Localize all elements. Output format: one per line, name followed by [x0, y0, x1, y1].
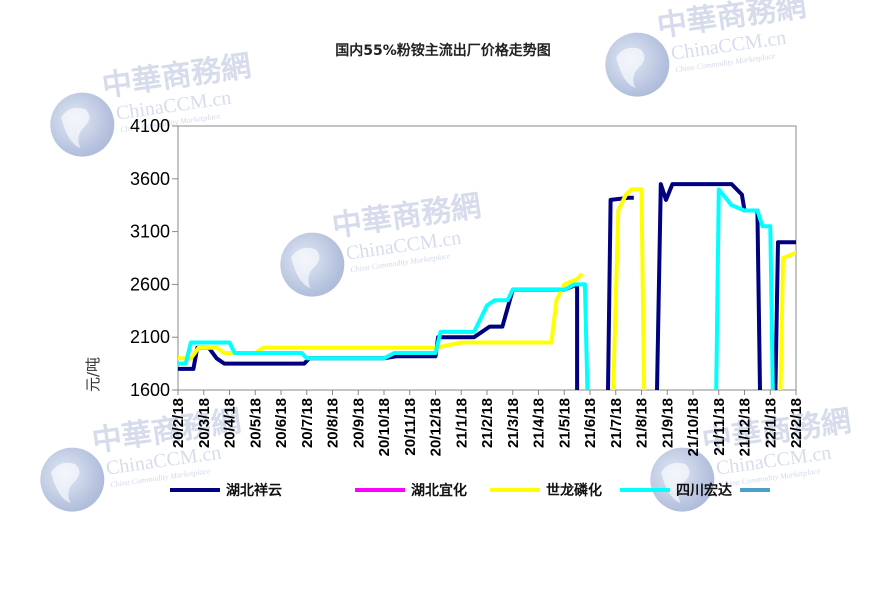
x-tick-label: 21/12/18: [737, 398, 754, 456]
x-tick-label: 20/5/18: [247, 398, 264, 448]
x-tick-label: 20/8/18: [325, 398, 342, 448]
x-axis: 20/2/18 20/3/18 20/4/18 20/5/18 20/6/18 20/7/…: [170, 390, 805, 456]
x-tick-label: 20/12/18: [428, 398, 445, 456]
y-axis-label: 元/吨: [84, 357, 102, 392]
legend-label: 湖北宜化: [411, 482, 467, 499]
x-tick-label: 21/7/18: [608, 398, 625, 448]
legend-label: 世龙磷化: [546, 482, 602, 499]
y-tick-label: 1600: [130, 380, 170, 400]
y-tick-label: 2100: [130, 327, 170, 347]
x-tick-label: 20/9/18: [350, 398, 367, 448]
y-axis: 1600 2100 2600 3100 3600 4100: [130, 116, 178, 400]
chart-title: 国内55%粉铵主流出厂价格走势图: [335, 42, 551, 59]
continent-shape: [661, 462, 690, 504]
x-tick-label: 21/1/18: [453, 398, 470, 448]
continent-shape: [61, 107, 90, 149]
legend-label: 湖北祥云: [226, 482, 282, 499]
x-tick-label: 20/11/18: [402, 398, 419, 456]
continent-shape: [616, 47, 645, 89]
x-tick-label: 20/6/18: [273, 398, 290, 448]
x-tick-label: 20/10/18: [376, 398, 393, 456]
y-tick-label: 2600: [130, 274, 170, 294]
series-line: [178, 187, 796, 390]
x-tick-label: 21/10/18: [685, 398, 702, 456]
continent-shape: [51, 462, 80, 504]
x-tick-label: 21/2/18: [479, 398, 496, 448]
x-tick-label: 21/9/18: [659, 398, 676, 448]
x-tick-label: 22/2/18: [788, 398, 805, 448]
series-line: [178, 182, 796, 390]
x-tick-label: 20/7/18: [299, 398, 316, 448]
continent-shape: [291, 247, 320, 289]
legend: 湖北祥云 湖北宜化 世龙磷化 四川宏达: [170, 482, 770, 499]
x-tick-label: 21/6/18: [582, 398, 599, 448]
legend-label: 四川宏达: [676, 482, 732, 499]
y-tick-label: 3100: [130, 222, 170, 242]
y-tick-label: 3600: [130, 169, 170, 189]
x-tick-label: 20/4/18: [222, 398, 239, 448]
x-tick-label: 21/5/18: [556, 398, 573, 448]
x-tick-label: 21/4/18: [531, 398, 548, 448]
x-tick-label: 20/3/18: [196, 398, 213, 448]
x-tick-label: 21/8/18: [634, 398, 651, 448]
y-tick-label: 4100: [130, 116, 170, 136]
plot-area: [177, 125, 797, 391]
series-layer: [178, 182, 796, 390]
x-tick-label: 22/1/18: [762, 398, 779, 448]
x-tick-label: 21/11/18: [711, 398, 728, 456]
series-line: [178, 187, 775, 390]
x-tick-label: 21/3/18: [505, 398, 522, 448]
x-tick-label: 20/2/18: [170, 398, 187, 448]
